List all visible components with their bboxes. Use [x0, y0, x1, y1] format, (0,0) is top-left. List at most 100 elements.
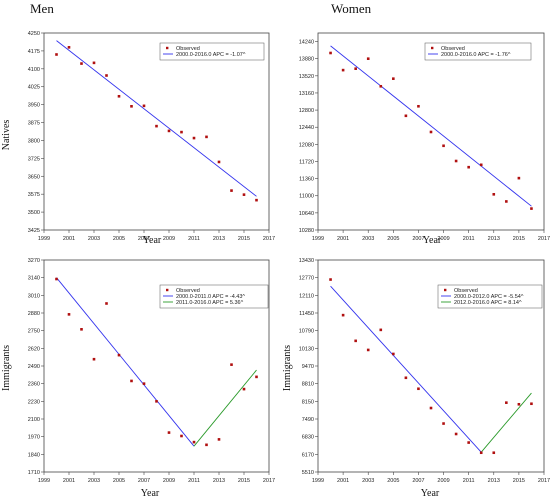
y-tick-label: 4175 — [28, 49, 40, 55]
x-tick-label: 2003 — [362, 478, 374, 484]
y-tick-label: 11450 — [299, 311, 314, 317]
legend-label: Observed — [454, 288, 478, 294]
x-tick-label: 2011 — [463, 478, 475, 484]
observed-point — [467, 165, 470, 169]
legend-label: Observed — [176, 288, 200, 294]
observed-point — [55, 53, 58, 56]
chart-women-natives: 10280 10640 11000 11360 11720 12080 12440 12800… — [299, 32, 550, 246]
y-tick-label: 13880 — [299, 57, 314, 63]
observed-point — [404, 114, 408, 118]
observed-point — [442, 422, 445, 425]
observed-point — [354, 67, 357, 70]
chart-men-immigrants: 1710 1840 1970 2100 2230 2360 2490 2620 2750 2880… — [1, 258, 275, 499]
x-tick-label: 2003 — [88, 236, 100, 242]
y-tick-label: 13430 — [299, 258, 314, 264]
y-tick-label: 11360 — [299, 177, 314, 183]
y-tick-label: 1970 — [28, 435, 40, 441]
observed-point — [341, 68, 345, 72]
legend-box — [437, 284, 543, 309]
observed-point — [242, 387, 246, 391]
trend-segment-1 — [330, 285, 482, 453]
observed-point — [205, 443, 208, 447]
x-tick-label: 2001 — [337, 236, 349, 242]
y-tick-label: 10640 — [299, 211, 314, 217]
legend-label: Observed — [176, 46, 200, 52]
x-tick-label: 2009 — [163, 478, 175, 484]
y-tick-label: 9470 — [302, 364, 314, 370]
trend-segment-1 — [56, 277, 195, 447]
y-tick-label: 3875 — [28, 121, 40, 127]
y-tick-label: 8150 — [302, 399, 314, 405]
observed-point — [117, 353, 121, 357]
observed-point — [479, 451, 483, 455]
x-tick-label: 2015 — [238, 236, 250, 242]
chart-panels: 3425 3500 3575 3650 3725 3800 3875 3950 4025 4100… — [1, 31, 550, 499]
observed-point — [492, 451, 496, 455]
legend-marker-observed — [166, 288, 169, 292]
x-tick-label: 2017 — [538, 236, 550, 242]
x-tick-label: 2007 — [138, 236, 150, 242]
observed-point — [429, 406, 433, 410]
observed-point — [105, 302, 108, 305]
observed-point — [80, 328, 83, 331]
observed-point — [180, 130, 183, 134]
observed-point — [192, 136, 196, 140]
x-axis-label: Year — [421, 488, 440, 499]
x-tick-label: 2001 — [63, 478, 75, 484]
observed-point — [155, 400, 158, 403]
y-tick-label: 3500 — [28, 210, 40, 216]
x-tick-label: 1999 — [312, 478, 324, 484]
observed-point — [192, 440, 196, 444]
observed-point — [479, 163, 483, 167]
observed-point — [530, 207, 533, 210]
trend-segment-2 — [193, 369, 257, 447]
observed-point — [142, 382, 146, 385]
observed-point — [55, 277, 58, 281]
observed-point — [92, 357, 96, 361]
chart-men-natives: 3425 3500 3575 3650 3725 3800 3875 3950 4025 4100… — [1, 31, 275, 246]
header-women: Women — [331, 1, 372, 16]
observed-point — [130, 105, 133, 108]
y-tick-label: 12080 — [299, 142, 314, 148]
observed-point — [167, 431, 171, 434]
x-tick-label: 2013 — [488, 478, 500, 484]
y-tick-label: 13520 — [299, 74, 314, 80]
observed-point — [530, 402, 533, 406]
observed-point — [454, 159, 458, 163]
legend-label: 2000.0-2011.0 APC = -4.43^ — [176, 294, 245, 300]
observed-point — [341, 313, 345, 317]
observed-point — [155, 124, 158, 128]
legend-marker-observed — [166, 46, 169, 50]
y-tick-label: 13160 — [299, 91, 314, 97]
y-tick-label: 2750 — [28, 329, 40, 335]
legend-marker-observed — [444, 288, 447, 292]
trend-segment-1 — [56, 40, 257, 197]
y-tick-label: 7490 — [302, 417, 314, 423]
x-tick-label: 2005 — [387, 478, 399, 484]
observed-point — [505, 200, 508, 203]
observed-point — [80, 62, 83, 65]
x-tick-label: 2011 — [463, 236, 475, 242]
y-tick-label: 3575 — [28, 192, 40, 198]
x-tick-label: 2005 — [113, 478, 125, 484]
x-tick-label: 2009 — [163, 236, 175, 242]
observed-point — [366, 57, 370, 60]
x-tick-label: 1999 — [38, 236, 50, 242]
observed-point — [417, 104, 420, 108]
x-tick-label: 2007 — [412, 478, 424, 484]
y-tick-label: 1710 — [28, 470, 40, 476]
x-axis-label: Year — [141, 488, 160, 499]
x-tick-label: 2017 — [263, 236, 275, 242]
x-axis-label: Year — [143, 235, 162, 246]
legend-box — [159, 284, 269, 309]
x-tick-label: 2009 — [437, 478, 449, 484]
x-tick-label: 2001 — [63, 236, 75, 242]
observed-point — [255, 375, 258, 379]
observed-point — [417, 387, 420, 391]
observed-point — [230, 189, 233, 192]
observed-point — [242, 193, 246, 196]
observed-point — [205, 135, 208, 139]
observed-point — [467, 441, 470, 444]
observed-point — [366, 348, 370, 352]
